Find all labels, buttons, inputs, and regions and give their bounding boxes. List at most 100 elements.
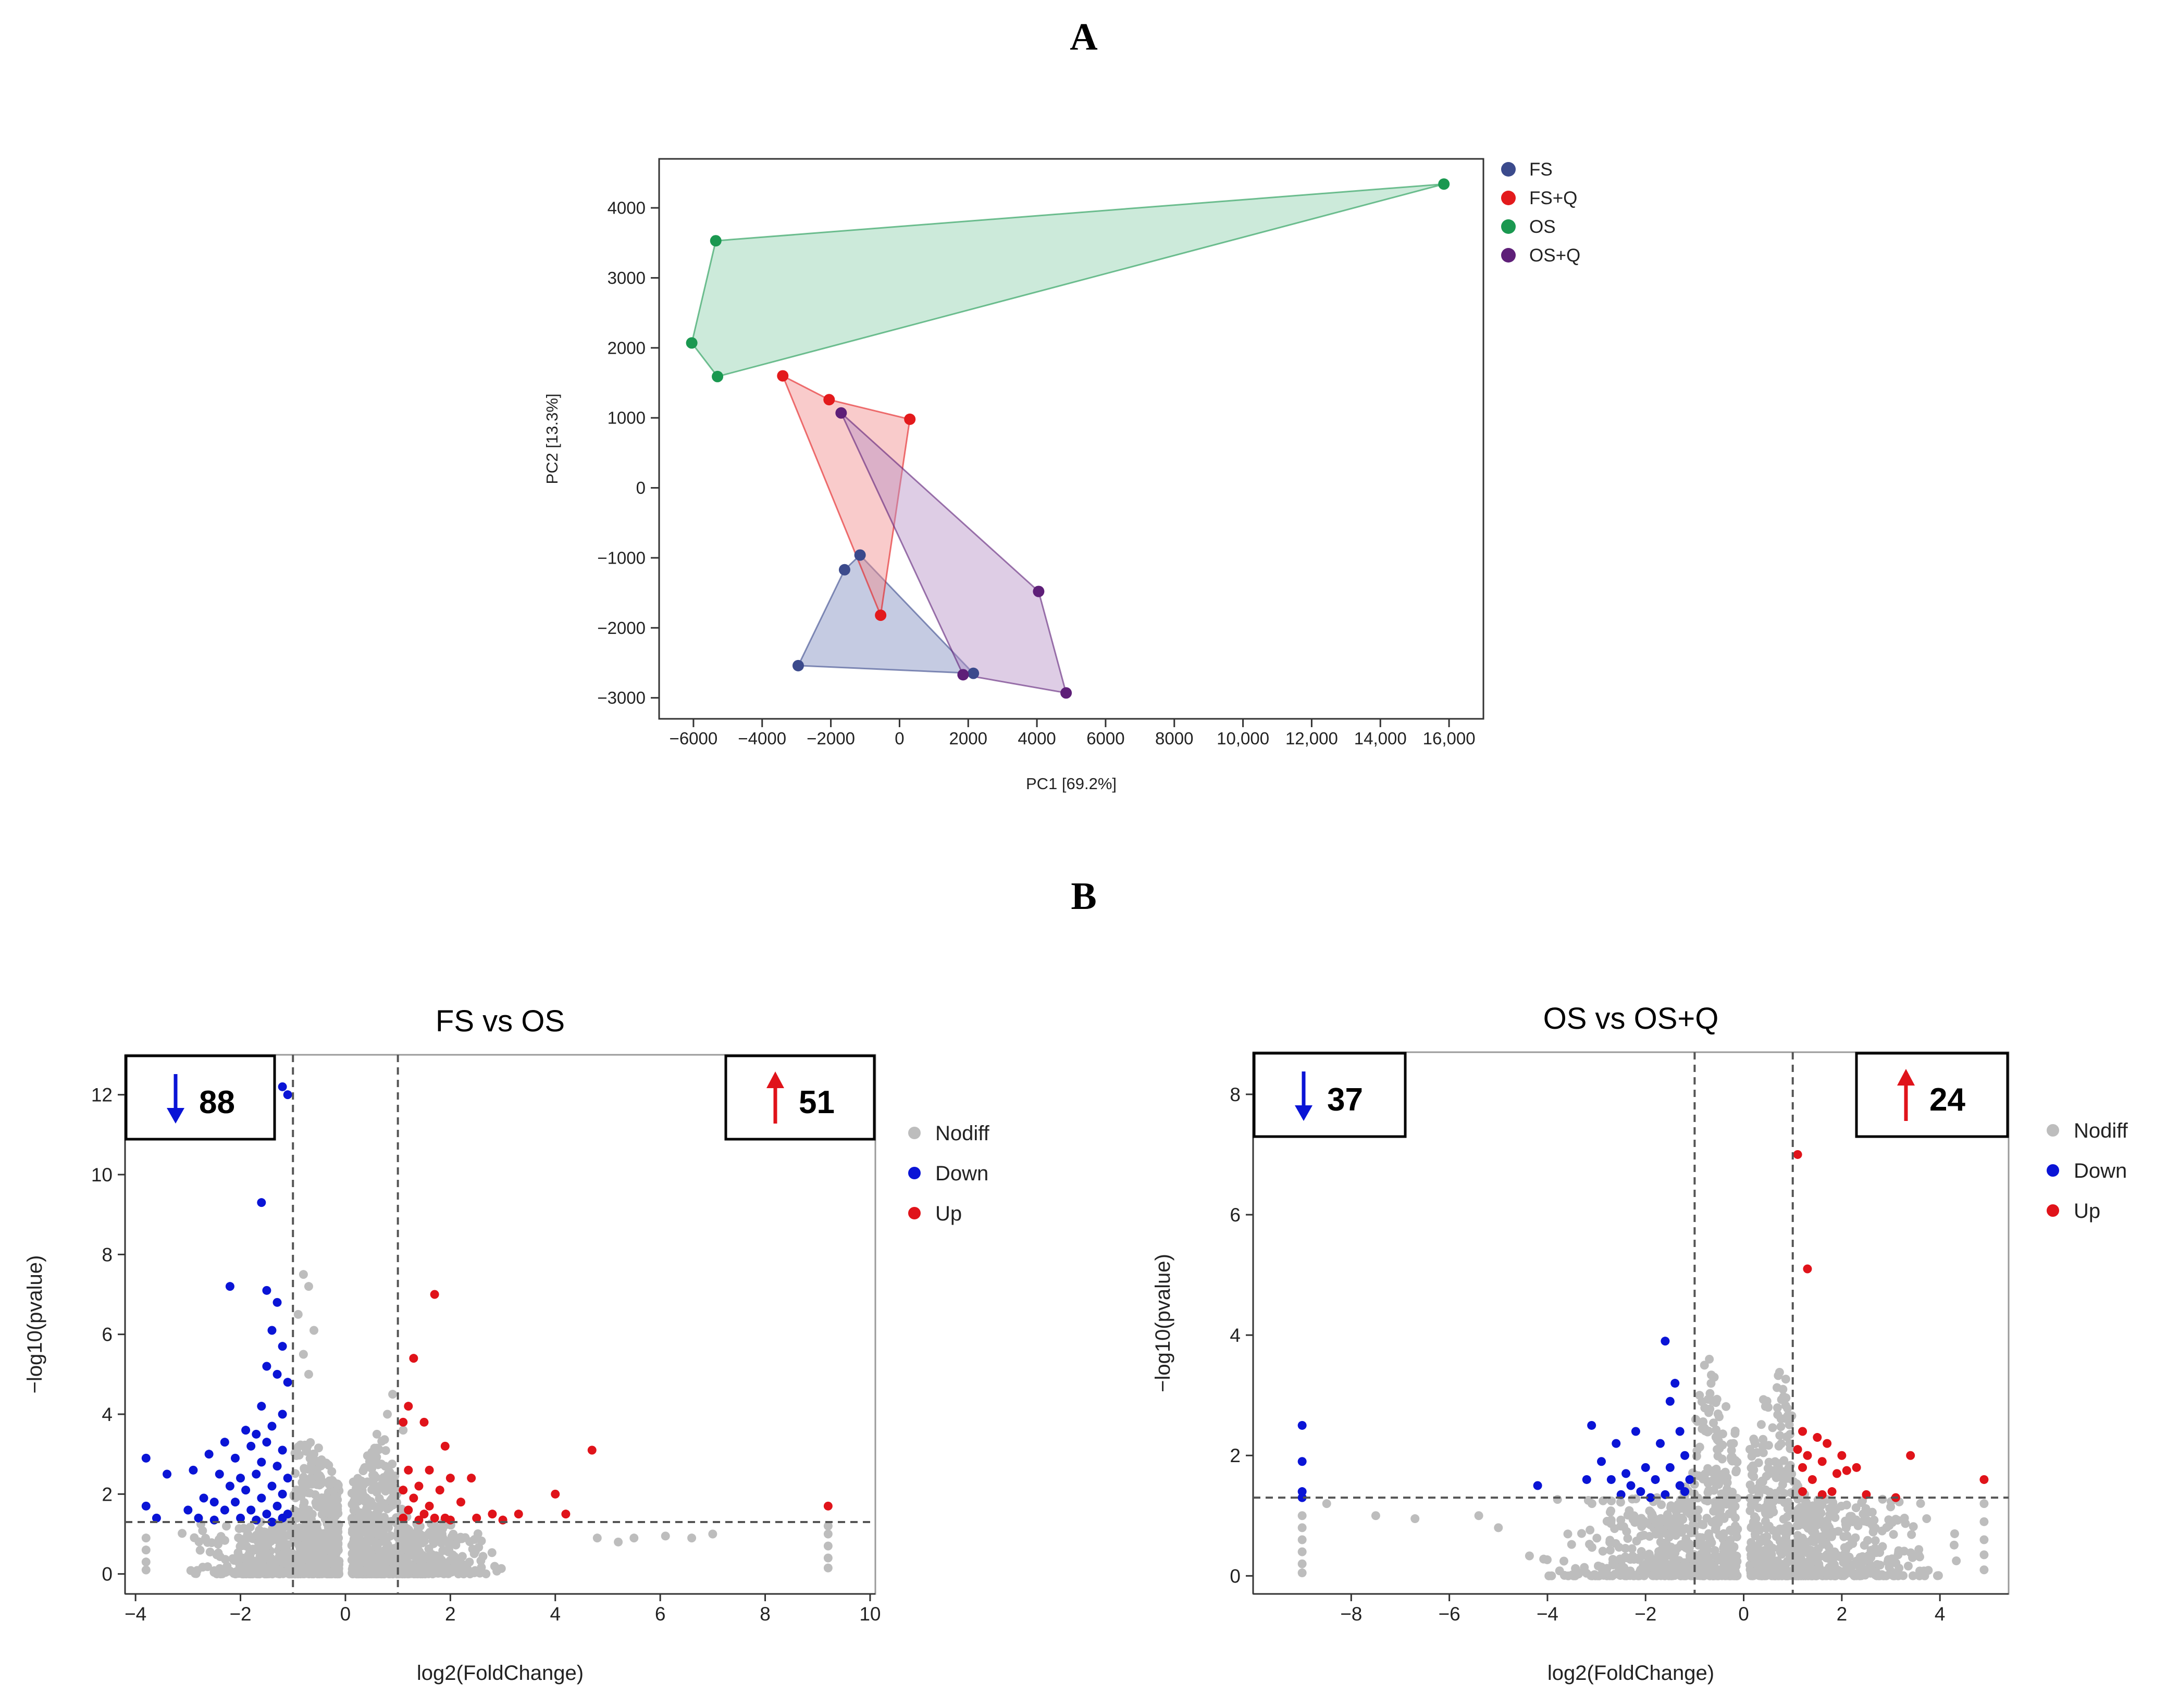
nodiff-point: [1759, 1448, 1768, 1457]
down-point: [1621, 1469, 1631, 1478]
nodiff-point: [372, 1429, 381, 1439]
up-point: [488, 1510, 497, 1519]
y-tick-label: 4000: [608, 198, 646, 218]
nodiff-point: [1722, 1402, 1731, 1411]
nodiff-point: [306, 1525, 315, 1535]
nodiff-point: [381, 1567, 391, 1576]
nodiff-point: [1771, 1491, 1780, 1501]
nodiff-point: [318, 1542, 328, 1551]
nodiff-point: [253, 1569, 263, 1579]
nodiff-point: [353, 1497, 363, 1506]
down-point: [267, 1517, 277, 1527]
y-tick-label: −1000: [597, 548, 646, 567]
down-count: 37: [1327, 1082, 1363, 1118]
nodiff-point: [1699, 1417, 1708, 1426]
nodiff-point: [1903, 1561, 1913, 1570]
nodiff-point: [1636, 1565, 1645, 1575]
nodiff-point: [282, 1552, 291, 1562]
x-tick-label: 2: [1837, 1603, 1848, 1625]
up-count: 51: [799, 1084, 835, 1120]
nodiff-point: [312, 1480, 321, 1489]
nodiff-point: [242, 1541, 251, 1551]
y-tick-label: 12: [91, 1084, 113, 1106]
nodiff-point: [1297, 1535, 1307, 1544]
down-point: [267, 1326, 277, 1335]
nodiff-point: [1685, 1554, 1694, 1564]
nodiff-point: [1623, 1534, 1632, 1543]
pca-point-FS+Q: [777, 370, 789, 382]
nodiff-point: [1563, 1529, 1572, 1539]
nodiff-point: [380, 1435, 389, 1444]
pca-point-OS+Q: [1060, 687, 1072, 699]
nodiff-point: [288, 1525, 297, 1535]
nodiff-point: [1776, 1414, 1786, 1424]
nodiff-point: [352, 1569, 361, 1579]
nodiff-point: [1730, 1568, 1740, 1577]
nodiff-point: [1730, 1429, 1740, 1438]
nodiff-point: [1748, 1461, 1757, 1470]
nodiff-point: [1620, 1552, 1630, 1562]
nodiff-point: [1726, 1536, 1735, 1545]
down-point: [278, 1445, 287, 1455]
nodiff-point: [359, 1566, 368, 1576]
nodiff-point: [687, 1534, 697, 1543]
nodiff-point: [1614, 1563, 1624, 1573]
down-point: [1680, 1487, 1690, 1497]
down-point: [1297, 1493, 1307, 1502]
nodiff-point: [1889, 1530, 1898, 1539]
y-tick-label: 3000: [608, 268, 646, 288]
up-point: [1817, 1457, 1827, 1466]
up-point: [404, 1505, 413, 1515]
down-point: [278, 1513, 287, 1523]
nodiff-point: [1607, 1496, 1616, 1505]
nodiff-point: [435, 1533, 444, 1542]
nodiff-point: [276, 1556, 285, 1566]
x-tick-label: −6000: [670, 729, 718, 748]
x-axis-label: log2(FoldChange): [417, 1662, 584, 1685]
down-point: [236, 1513, 245, 1523]
nodiff-point: [1878, 1542, 1887, 1551]
y-tick-label: 4: [1230, 1325, 1241, 1346]
nodiff-point: [307, 1562, 316, 1571]
nodiff-point: [1807, 1555, 1817, 1565]
x-tick-label: 8: [760, 1603, 771, 1625]
nodiff-point: [661, 1531, 670, 1541]
nodiff-point: [1666, 1501, 1676, 1511]
down-point: [273, 1369, 282, 1379]
nodiff-point: [459, 1569, 468, 1579]
down-point: [241, 1486, 251, 1495]
nodiff-point: [1891, 1515, 1900, 1524]
nodiff-point: [330, 1511, 339, 1520]
up-point: [404, 1465, 413, 1475]
nodiff-point: [1749, 1472, 1759, 1481]
down-point: [1606, 1475, 1616, 1484]
nodiff-point: [1848, 1536, 1857, 1545]
nodiff-point: [1645, 1551, 1654, 1560]
up-point: [430, 1513, 439, 1523]
chart-title: FS vs OS: [436, 1004, 565, 1038]
nodiff-point: [413, 1538, 423, 1547]
nodiff-point: [358, 1512, 368, 1522]
nodiff-point: [1699, 1550, 1708, 1560]
group-hull-OS: [690, 183, 1444, 378]
nodiff-point: [263, 1541, 273, 1550]
x-tick-label: 6000: [1086, 729, 1124, 748]
nodiff-point: [1872, 1548, 1881, 1557]
down-point: [267, 1481, 277, 1491]
down-point: [252, 1515, 261, 1525]
down-point: [1626, 1481, 1636, 1490]
down-point: [278, 1082, 287, 1091]
nodiff-point: [1705, 1354, 1714, 1364]
nodiff-point: [1854, 1560, 1864, 1569]
nodiff-point: [1783, 1415, 1792, 1424]
nodiff-point: [1657, 1500, 1666, 1510]
down-point: [262, 1510, 271, 1519]
nodiff-point: [1671, 1568, 1680, 1578]
nodiff-point: [1770, 1571, 1780, 1580]
down-point: [236, 1474, 245, 1483]
nodiff-point: [1758, 1442, 1767, 1451]
nodiff-point: [1710, 1373, 1719, 1382]
nodiff-point: [1748, 1485, 1757, 1494]
nodiff-point: [1606, 1515, 1616, 1525]
